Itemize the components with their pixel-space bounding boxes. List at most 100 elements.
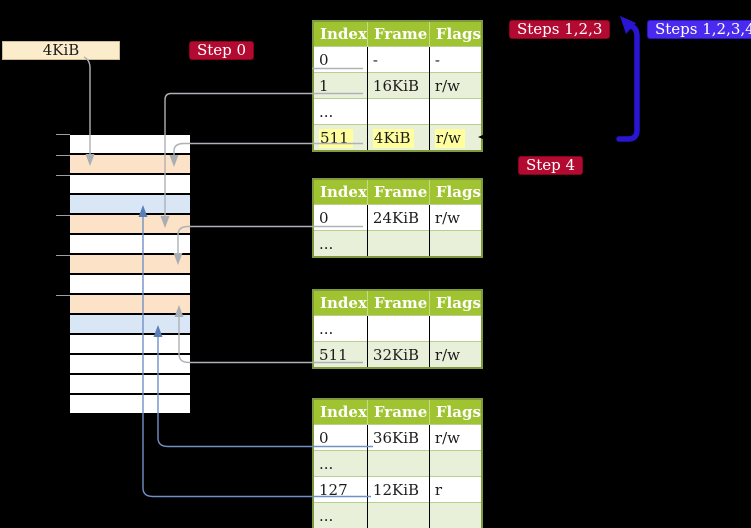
column-header: Frame: [367, 179, 430, 205]
column-header: Flags: [429, 179, 482, 205]
cell: [367, 502, 430, 528]
memory-page-cell-white: [70, 355, 190, 375]
memory-page-cell-blue: [70, 195, 190, 215]
cell: [429, 315, 482, 342]
stack-tick: [56, 155, 70, 156]
cell: 511: [313, 124, 368, 151]
cell: -: [429, 46, 482, 73]
cell: r: [429, 476, 482, 503]
cell: 24KiB: [367, 204, 430, 231]
table-row: 0 - -: [313, 46, 482, 73]
page-table-1: Index Frame Flags 0 24KiB r/w ...: [312, 178, 483, 258]
memory-page-cell-white: [70, 175, 190, 195]
cell: r/w: [429, 72, 482, 99]
stack-tick: [56, 175, 70, 176]
memory-page-cell-blue: [70, 315, 190, 335]
table-row: ...: [313, 315, 482, 342]
table-row: ...: [313, 98, 482, 125]
column-header: Frame: [367, 399, 430, 425]
table-row: ...: [313, 502, 482, 528]
memory-page-cell-white: [70, 375, 190, 395]
column-header: Flags: [429, 290, 482, 316]
cell: [429, 98, 482, 125]
cell: r/w: [429, 124, 482, 151]
highlighted-value: 4KiB: [372, 128, 415, 148]
column-header: Flags: [429, 21, 482, 47]
cell: 12KiB: [367, 476, 430, 503]
cell: r/w: [429, 204, 482, 231]
memory-page-cell-peach: [70, 215, 190, 235]
cell: 4KiB: [367, 124, 430, 151]
cell: 36KiB: [367, 424, 430, 451]
cell: ...: [313, 230, 368, 257]
table-row: 1 16KiB r/w: [313, 72, 482, 99]
curved-loop-arrow: [616, 23, 640, 142]
table-row: 127 12KiB r: [313, 476, 482, 503]
page-table-2: Index Frame Flags ... 511 32KiB r/w: [312, 289, 483, 369]
column-header: Index: [313, 399, 368, 425]
cell: -: [367, 46, 430, 73]
cell: ...: [313, 502, 368, 528]
memory-page-cell-white: [70, 335, 190, 355]
column-header: Index: [313, 290, 368, 316]
highlighted-value: 511: [319, 128, 353, 148]
cell: 16KiB: [367, 72, 430, 99]
cell: [367, 315, 430, 342]
table-row: ...: [313, 450, 482, 477]
table-row: 0 24KiB r/w: [313, 204, 482, 231]
frame-size-label: 4KiB: [2, 41, 120, 60]
highlighted-value: r/w: [434, 128, 465, 148]
column-header: Frame: [367, 290, 430, 316]
cell: 0: [313, 424, 368, 451]
column-header: Index: [313, 179, 368, 205]
cell: [367, 98, 430, 125]
cell: 1: [313, 72, 368, 99]
table-row-highlighted: 511 4KiB r/w: [313, 124, 482, 151]
cell: 0: [313, 204, 368, 231]
physical-memory-stack: [70, 135, 190, 415]
cell: [429, 230, 482, 257]
memory-page-cell-peach: [70, 155, 190, 175]
cell: ...: [313, 315, 368, 342]
cell: [367, 450, 430, 477]
steps-1234-badge: Steps 1,2,3,4: [647, 20, 751, 39]
column-header: Index: [313, 21, 368, 47]
cell: 32KiB: [367, 341, 430, 368]
table-row: 511 32KiB r/w: [313, 341, 482, 368]
cell: [367, 230, 430, 257]
cell: [429, 450, 482, 477]
cell: 511: [313, 341, 368, 368]
table-header-row: Index Frame Flags: [313, 179, 482, 205]
table-header-row: Index Frame Flags: [313, 290, 482, 316]
stack-tick: [56, 215, 70, 216]
steps-123-badge: Steps 1,2,3: [509, 20, 611, 39]
memory-page-cell-white: [70, 275, 190, 295]
table-header-row: Index Frame Flags: [313, 21, 482, 47]
memory-page-cell-peach: [70, 255, 190, 275]
cell: r/w: [429, 424, 482, 451]
cell: 127: [313, 476, 368, 503]
table-row: ...: [313, 230, 482, 257]
memory-page-cell-peach: [70, 295, 190, 315]
column-header: Frame: [367, 21, 430, 47]
up-left-arrowhead-icon: [620, 16, 636, 34]
step-4-badge: Step 4: [518, 156, 584, 175]
page-table-0: Index Frame Flags 0 - - 1 16KiB r/w ... …: [312, 20, 483, 152]
memory-page-cell-white: [70, 235, 190, 255]
table-header-row: Index Frame Flags: [313, 399, 482, 425]
cell: ...: [313, 450, 368, 477]
memory-page-cell-white: [70, 135, 190, 155]
step-0-badge: Step 0: [189, 41, 255, 60]
stack-tick: [56, 134, 70, 135]
column-header: Flags: [429, 399, 482, 425]
cell: [429, 502, 482, 528]
memory-page-cell-white: [70, 395, 190, 415]
cell: ...: [313, 98, 368, 125]
cell: r/w: [429, 341, 482, 368]
cell: 0: [313, 46, 368, 73]
page-table-3: Index Frame Flags 0 36KiB r/w ... 127 12…: [312, 398, 483, 528]
stack-tick: [56, 255, 70, 256]
stack-tick: [56, 295, 70, 296]
table-row: 0 36KiB r/w: [313, 424, 482, 451]
